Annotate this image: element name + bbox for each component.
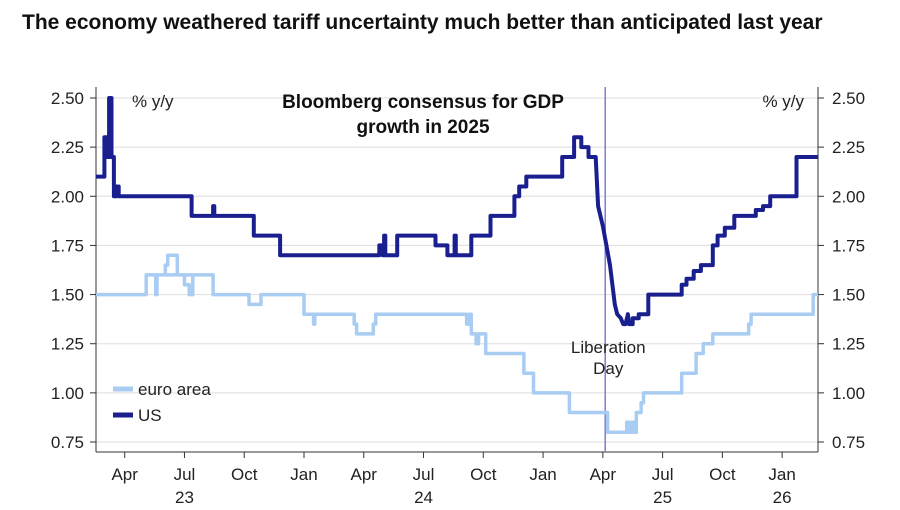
y-tick-label-left: 1.50 bbox=[51, 286, 84, 305]
y-tick-label-left: 1.25 bbox=[51, 335, 84, 354]
x-tick-label: Apr bbox=[351, 465, 378, 484]
unit-label-left: % y/y bbox=[132, 92, 174, 111]
x-tick-label: Jul bbox=[652, 465, 674, 484]
y-tick-label-left: 2.00 bbox=[51, 187, 84, 206]
x-tick-label: Oct bbox=[470, 465, 497, 484]
legend-label-euro: euro area bbox=[138, 380, 211, 399]
x-tick-label: Oct bbox=[231, 465, 258, 484]
x-year-label: 23 bbox=[175, 488, 194, 507]
y-tick-label-left: 2.50 bbox=[51, 89, 84, 108]
x-year-label: 25 bbox=[653, 488, 672, 507]
liberation-day-label: Day bbox=[593, 359, 624, 378]
x-year-label: 24 bbox=[414, 488, 433, 507]
unit-label-right: % y/y bbox=[762, 92, 804, 111]
y-tick-label-right: 1.25 bbox=[832, 335, 865, 354]
chart-title: growth in 2025 bbox=[356, 117, 489, 138]
y-tick-label-right: 2.50 bbox=[832, 89, 865, 108]
y-tick-label-left: 1.75 bbox=[51, 236, 84, 255]
x-tick-label: Jul bbox=[174, 465, 196, 484]
y-tick-label-left: 0.75 bbox=[51, 433, 84, 452]
x-year-label: 26 bbox=[773, 488, 792, 507]
x-tick-label: Oct bbox=[709, 465, 736, 484]
x-tick-label: Jan bbox=[290, 465, 317, 484]
legend-label-us: US bbox=[138, 406, 162, 425]
y-tick-label-right: 2.25 bbox=[832, 138, 865, 157]
x-tick-label: Apr bbox=[111, 465, 138, 484]
series-line-us bbox=[96, 96, 818, 327]
y-tick-label-right: 0.75 bbox=[832, 433, 865, 452]
chart-title: Bloomberg consensus for GDP bbox=[282, 92, 564, 113]
x-tick-label: Jan bbox=[768, 465, 795, 484]
y-tick-label-left: 2.25 bbox=[51, 138, 84, 157]
x-tick-label: Jan bbox=[529, 465, 556, 484]
y-tick-label-left: 1.00 bbox=[51, 384, 84, 403]
y-tick-label-right: 1.50 bbox=[832, 286, 865, 305]
y-tick-label-right: 1.75 bbox=[832, 236, 865, 255]
headline: The economy weathered tariff uncertainty… bbox=[22, 11, 823, 34]
series-line-euro-area bbox=[96, 253, 818, 434]
liberation-day-label: Liberation bbox=[571, 338, 646, 357]
x-tick-label: Apr bbox=[590, 465, 617, 484]
x-tick-label: Jul bbox=[413, 465, 435, 484]
y-tick-label-right: 2.00 bbox=[832, 187, 865, 206]
y-tick-label-right: 1.00 bbox=[832, 384, 865, 403]
